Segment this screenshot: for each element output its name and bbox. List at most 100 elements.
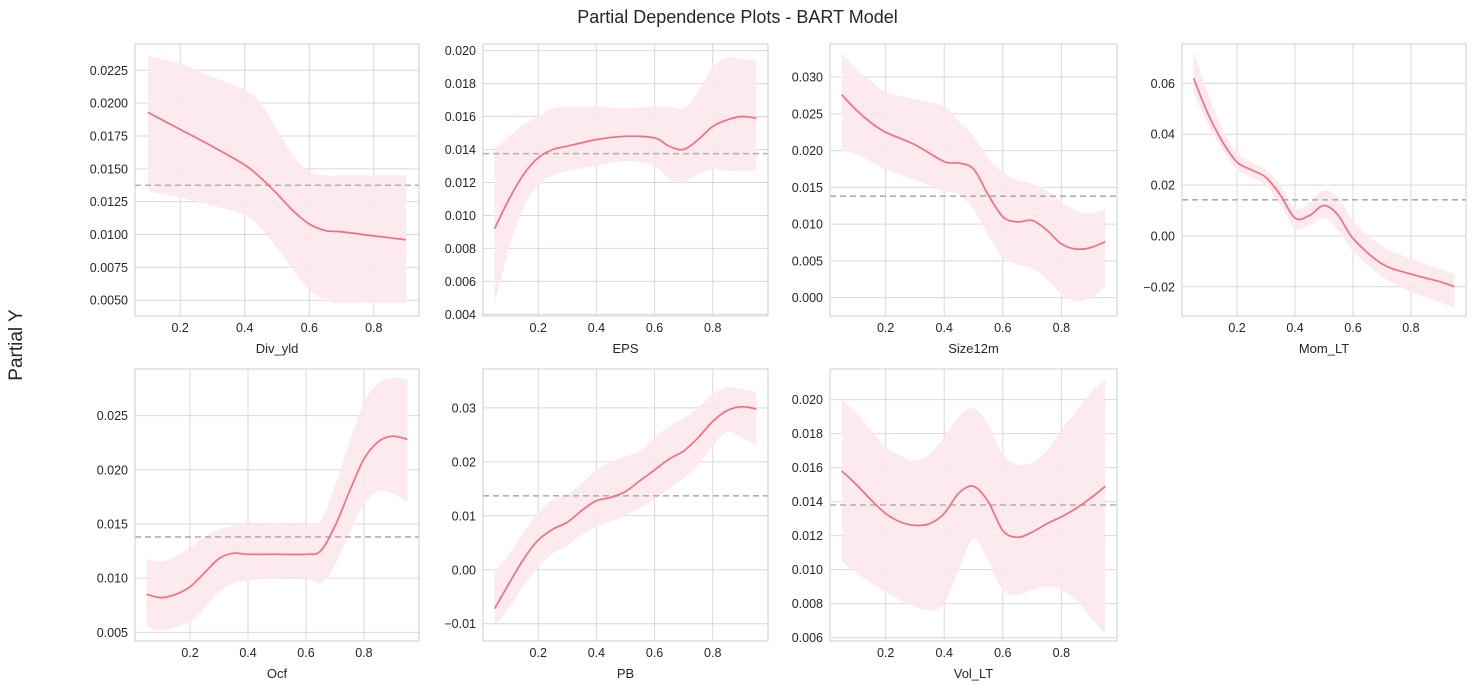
y-tick-label: 0.005 <box>97 626 128 640</box>
axes-frame <box>1181 43 1467 317</box>
x-tick-label: 0.4 <box>936 646 953 660</box>
x-tick-label: 0.8 <box>355 646 372 660</box>
y-tick-label: 0.004 <box>445 308 476 322</box>
y-tick-label: 0.020 <box>792 144 823 158</box>
x-tick-label: 0.2 <box>181 646 198 660</box>
x-tick-label: 0.8 <box>704 321 721 335</box>
confidence-band <box>494 387 757 627</box>
y-tick-label: 0.012 <box>445 176 476 190</box>
x-tick-label: 0.2 <box>877 646 894 660</box>
axes-frame <box>482 43 769 317</box>
y-tick-label: 0.00 <box>1151 229 1175 243</box>
y-tick-label: 0.0175 <box>90 129 128 143</box>
y-tick-label: 0.0225 <box>90 64 128 78</box>
pd-curve <box>147 111 407 241</box>
x-tick-label: 0.2 <box>530 646 547 660</box>
y-tick-label: 0.0200 <box>90 97 128 111</box>
y-tick-label: 0.020 <box>792 393 823 407</box>
y-tick-label: 0.018 <box>445 77 476 91</box>
y-tick-label: 0.015 <box>792 181 823 195</box>
figure-title: Partial Dependence Plots - BART Model <box>577 7 898 27</box>
x-axis-label: Vol_LT <box>954 666 994 681</box>
y-tick-label: 0.0125 <box>90 195 128 209</box>
y-tick-label: 0.010 <box>792 218 823 232</box>
pd-curve <box>146 435 408 599</box>
y-tick-label: 0.016 <box>445 110 476 124</box>
y-tick-label: 0.0075 <box>90 261 128 275</box>
x-axis-label: Mom_LT <box>1299 341 1349 356</box>
y-tick-label: 0.02 <box>452 455 476 469</box>
y-tick-label: 0.014 <box>445 143 476 157</box>
x-tick-label: 0.8 <box>1053 646 1070 660</box>
y-tick-label: 0.008 <box>445 242 476 256</box>
y-tick-label: 0.005 <box>792 254 823 268</box>
x-tick-label: 0.6 <box>646 321 663 335</box>
x-tick-label: 0.2 <box>1228 321 1245 335</box>
pd-panel-mom-lt: 0.2 0.4 0.6 0.8 −0.02 0.00 0.02 0.04 0.06 Mom_LT <box>1143 43 1467 356</box>
pd-panel-eps: 0.2 0.4 0.6 0.8 0.004 0.006 0.008 0.010 0.012 0.0… <box>445 43 769 356</box>
confidence-band <box>146 377 408 631</box>
pd-panel-pb: 0.2 0.4 0.6 0.8 −0.01 0.00 0.01 0.02 0.03 PB <box>444 368 769 681</box>
y-tick-label: 0.0100 <box>90 228 128 242</box>
x-tick-label: 0.4 <box>239 646 256 660</box>
x-tick-label: 0.2 <box>877 321 894 335</box>
x-tick-label: 0.2 <box>530 321 547 335</box>
y-tick-label: 0.008 <box>792 597 823 611</box>
x-tick-label: 0.8 <box>1402 321 1419 335</box>
x-tick-label: 0.8 <box>704 646 721 660</box>
pd-curve <box>841 94 1106 251</box>
x-tick-label: 0.4 <box>236 321 253 335</box>
x-tick-label: 0.4 <box>588 646 605 660</box>
y-tick-label: 0.03 <box>452 401 476 415</box>
pd-curve <box>841 470 1106 539</box>
axes-frame <box>134 43 420 317</box>
y-tick-label: 0.012 <box>792 529 823 543</box>
pd-curve <box>493 405 757 610</box>
pd-curve <box>493 115 757 230</box>
x-tick-label: 0.4 <box>588 321 605 335</box>
y-tick-label: 0.018 <box>792 427 823 441</box>
x-tick-label: 0.4 <box>1286 321 1303 335</box>
y-tick-label: 0.06 <box>1151 77 1175 91</box>
pd-curve <box>1192 77 1455 288</box>
y-tick-label: 0.030 <box>792 71 823 85</box>
y-tick-label: 0.016 <box>792 461 823 475</box>
confidence-band <box>494 56 757 305</box>
y-tick-label: −0.01 <box>444 617 476 631</box>
y-tick-label: 0.006 <box>792 631 823 645</box>
y-tick-label: 0.00 <box>452 563 476 577</box>
y-tick-label: 0.04 <box>1151 128 1175 142</box>
pd-panel-div-yld: 0.2 0.4 0.6 0.8 0.0050 0.0075 0.0100 0.0125 0.01… <box>90 43 420 356</box>
pd-panel-size12m: 0.2 0.4 0.6 0.8 0.000 0.005 0.010 0.015 0.020 0.0… <box>792 43 1118 356</box>
y-tick-label: 0.000 <box>792 291 823 305</box>
confidence-band <box>841 53 1106 302</box>
y-tick-label: 0.02 <box>1151 179 1175 193</box>
confidence-band <box>1193 50 1455 309</box>
y-tick-label: 0.025 <box>97 409 128 423</box>
y-tick-label: 0.01 <box>452 509 476 523</box>
x-tick-label: 0.6 <box>297 646 314 660</box>
axes-frame <box>829 43 1118 317</box>
y-tick-label: 0.014 <box>792 495 823 509</box>
y-tick-label: 0.0050 <box>90 294 128 308</box>
x-axis-label: Ocf <box>267 666 288 681</box>
x-tick-label: 0.6 <box>301 321 318 335</box>
y-tick-label: 0.010 <box>792 563 823 577</box>
confidence-band <box>841 379 1106 635</box>
y-tick-label: 0.010 <box>97 572 128 586</box>
pd-panel-vol-lt: 0.2 0.4 0.6 0.8 0.006 0.008 0.010 0.012 0.014 0.0… <box>792 368 1118 681</box>
x-tick-label: 0.8 <box>1053 321 1070 335</box>
x-axis-label: Size12m <box>948 341 999 356</box>
y-tick-label: 0.020 <box>97 463 128 477</box>
x-tick-label: 0.2 <box>171 321 188 335</box>
x-tick-label: 0.6 <box>994 321 1011 335</box>
pd-panel-ocf: 0.2 0.4 0.6 0.8 0.005 0.010 0.015 0.020 0.025 Ocf <box>97 368 420 681</box>
x-axis-label: Div_yld <box>256 341 299 356</box>
x-tick-label: 0.6 <box>646 646 663 660</box>
axes-frame <box>134 368 420 642</box>
x-axis-label: EPS <box>612 341 638 356</box>
axes-frame <box>482 368 769 642</box>
x-tick-label: 0.6 <box>1344 321 1361 335</box>
y-tick-label: 0.006 <box>445 275 476 289</box>
